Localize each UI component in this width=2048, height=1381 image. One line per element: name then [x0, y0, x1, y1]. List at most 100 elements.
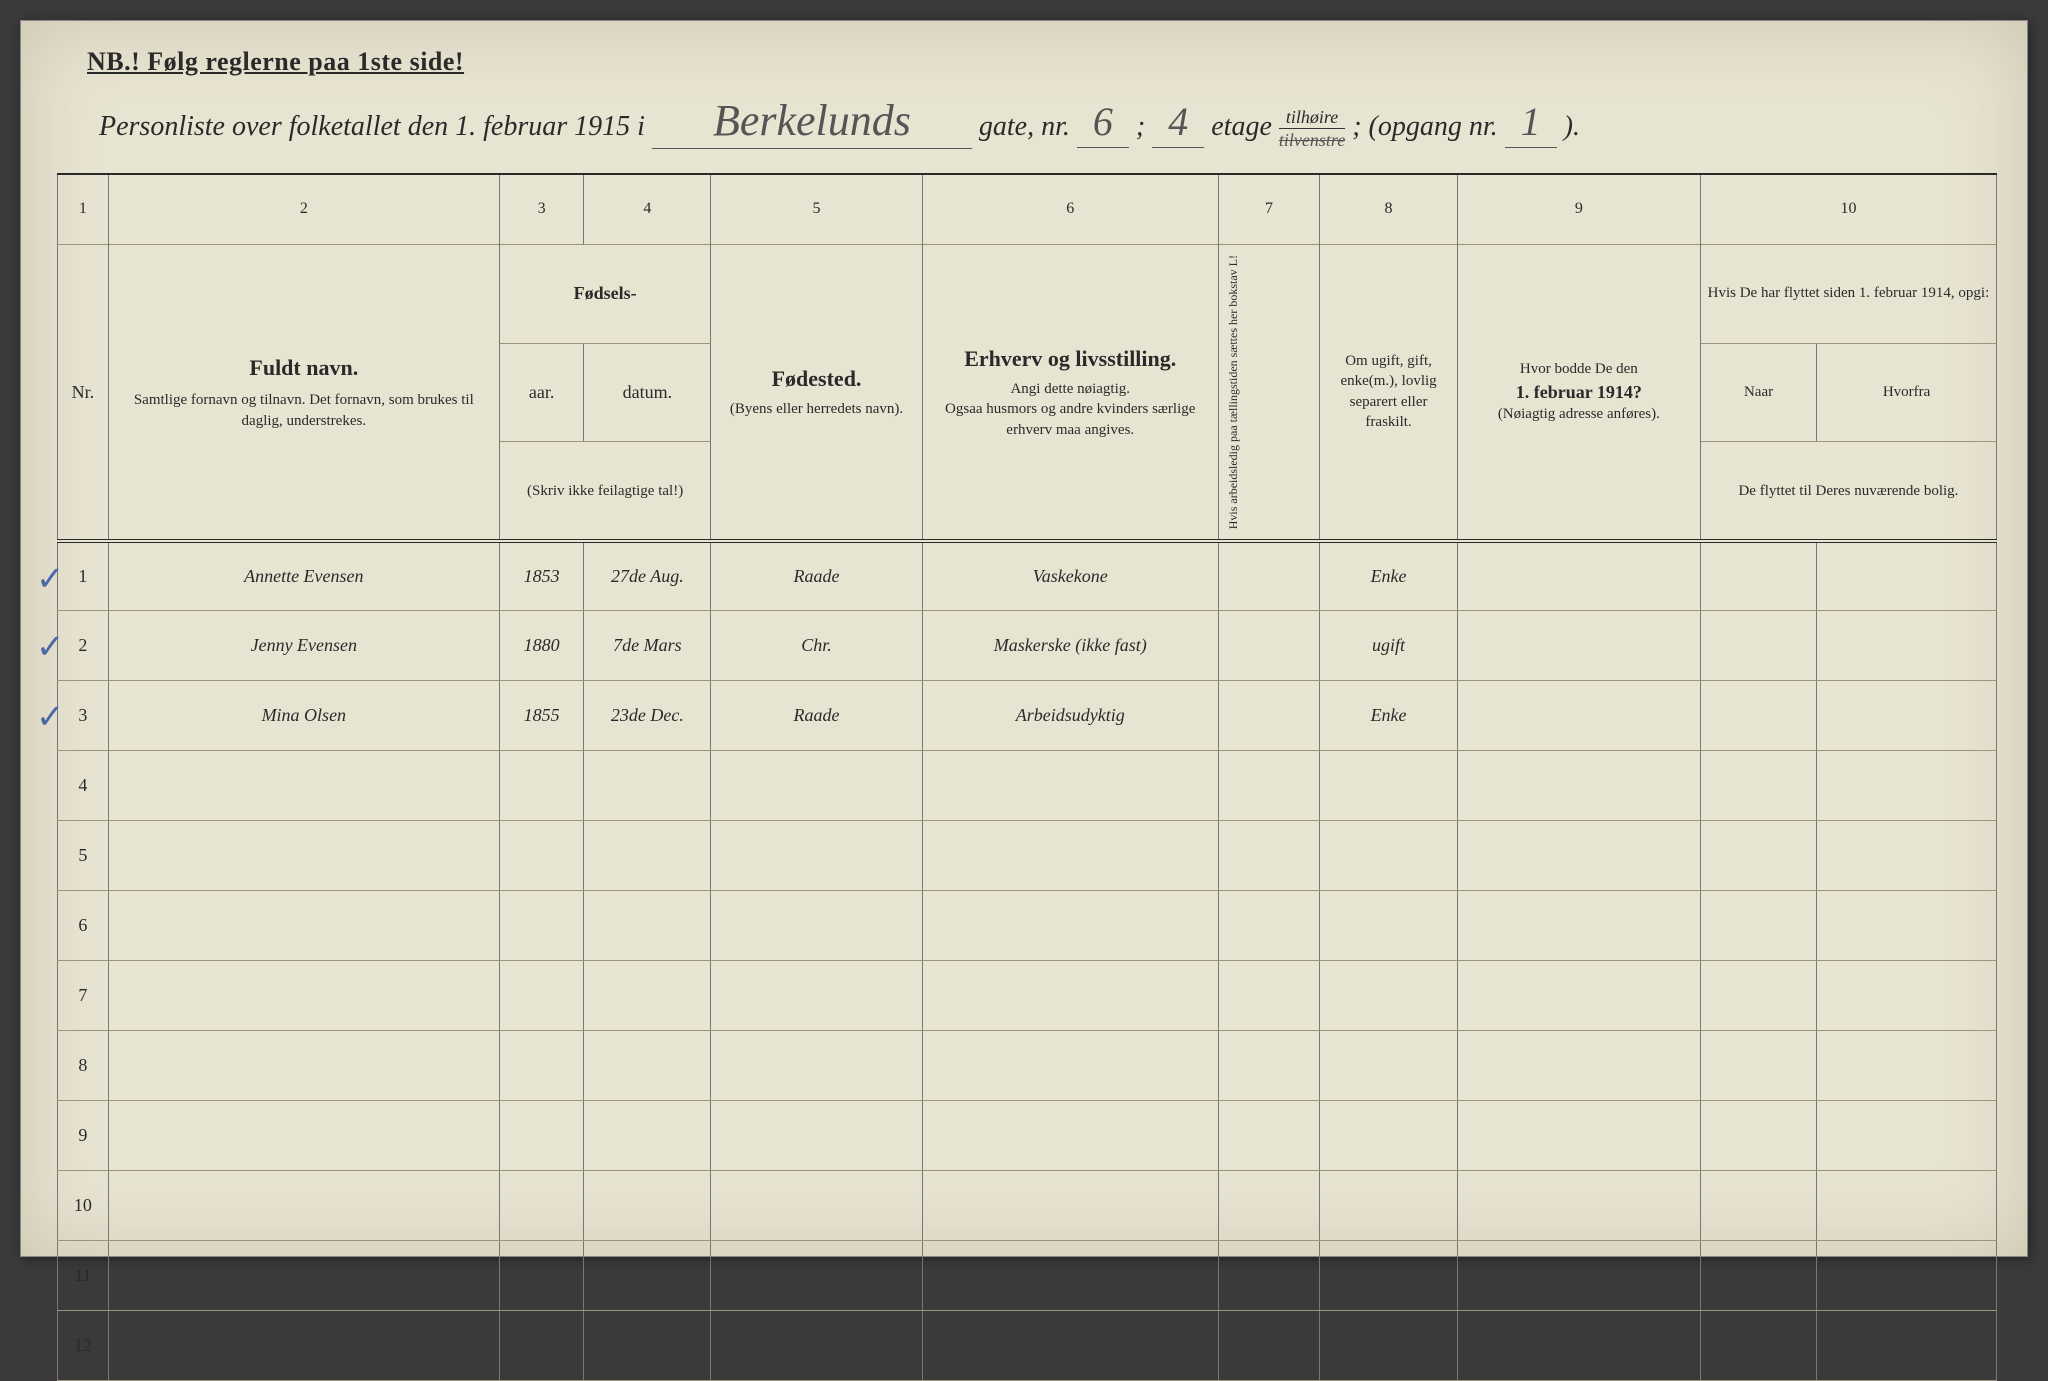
cell-date	[584, 1101, 711, 1171]
table-row: 12	[58, 1311, 1997, 1381]
row-number: 5	[58, 821, 109, 891]
cell-moved-from	[1817, 961, 1997, 1031]
colnum-7: 7	[1218, 174, 1320, 244]
cell-l	[1218, 611, 1320, 681]
cell-moved-from	[1817, 611, 1997, 681]
cell-l	[1218, 821, 1320, 891]
table-body: ✓1Annette Evensen185327de Aug.RaadeVaske…	[58, 541, 1997, 1381]
row-number: 6	[58, 891, 109, 961]
cell-prev-address	[1457, 821, 1700, 891]
cell-birthplace	[711, 961, 922, 1031]
cell-marital	[1320, 1101, 1457, 1171]
hdr-prev-sub: (Nøiagtig adresse anføres).	[1464, 404, 1694, 424]
hdr-birth-title: Fødsels-	[499, 244, 710, 343]
cell-moved-when	[1700, 541, 1816, 611]
cell-prev-address	[1457, 681, 1700, 751]
cell-date	[584, 751, 711, 821]
cell-occupation	[922, 821, 1218, 891]
hdr-col7: Hvis arbeidsledig paa tællingstiden sætt…	[1218, 244, 1320, 541]
cell-date	[584, 891, 711, 961]
cell-moved-when	[1700, 821, 1816, 891]
row-number: 10	[58, 1171, 109, 1241]
cell-moved-when	[1700, 1311, 1816, 1381]
cell-marital: Enke	[1320, 541, 1457, 611]
cell-date: 7de Mars	[584, 611, 711, 681]
colnum-8: 8	[1320, 174, 1457, 244]
hdr-nr: Nr.	[58, 244, 109, 541]
row-number: 4	[58, 751, 109, 821]
row-number: 9	[58, 1101, 109, 1171]
cell-birthplace	[711, 1311, 922, 1381]
cell-l	[1218, 541, 1320, 611]
cell-l	[1218, 681, 1320, 751]
cell-year	[499, 1031, 584, 1101]
hdr-occ-title: Erhverv og livsstilling.	[964, 346, 1176, 371]
cell-name: Jenny Evensen	[108, 611, 499, 681]
side-bottom: tilvenstre	[1279, 129, 1345, 149]
cell-moved-when	[1700, 681, 1816, 751]
hdr-birth-date: datum.	[584, 343, 711, 442]
checkmark-icon: ✓	[36, 697, 65, 737]
cell-birthplace	[711, 1031, 922, 1101]
column-number-row: 1 2 3 4 5 6 7 8 9 10	[58, 174, 1997, 244]
cell-prev-address	[1457, 1031, 1700, 1101]
cell-moved-from	[1817, 1101, 1997, 1171]
cell-occupation	[922, 1241, 1218, 1311]
cell-occupation: Arbeidsudyktig	[922, 681, 1218, 751]
colnum-2: 2	[108, 174, 499, 244]
cell-birthplace	[711, 751, 922, 821]
table-row: 6	[58, 891, 1997, 961]
hdr-birthplace-sub: (Byens eller herredets navn).	[717, 399, 915, 419]
cell-moved-from	[1817, 541, 1997, 611]
cell-date: 23de Dec.	[584, 681, 711, 751]
hdr-birth-year: aar.	[499, 343, 584, 442]
cell-moved-when	[1700, 1031, 1816, 1101]
row-number: 11	[58, 1241, 109, 1311]
cell-occupation	[922, 1311, 1218, 1381]
cell-marital	[1320, 751, 1457, 821]
cell-marital	[1320, 1241, 1457, 1311]
cell-date	[584, 1311, 711, 1381]
row-number: ✓1	[58, 541, 109, 611]
hdr-col7-text: Hvis arbeidsledig paa tællingstiden sætt…	[1225, 249, 1242, 535]
side-top: tilhøire	[1279, 108, 1345, 129]
cell-occupation	[922, 1171, 1218, 1241]
cell-birthplace	[711, 891, 922, 961]
cell-year	[499, 1171, 584, 1241]
table-row: 10	[58, 1171, 1997, 1241]
hdr-moved-from: Hvorfra	[1817, 343, 1997, 442]
cell-l	[1218, 1171, 1320, 1241]
cell-prev-address	[1457, 541, 1700, 611]
hdr-name-title: Fuldt navn.	[115, 353, 493, 383]
cell-moved-from	[1817, 891, 1997, 961]
cell-date	[584, 1241, 711, 1311]
cell-year	[499, 1241, 584, 1311]
side-choice: tilhøire tilvenstre	[1279, 108, 1345, 149]
hw-opgang: 1	[1505, 98, 1557, 148]
hdr-prev-date: 1. februar 1914?	[1516, 382, 1642, 402]
hdr-moved-when: Naar	[1700, 343, 1816, 442]
cell-birthplace: Raade	[711, 681, 922, 751]
cell-prev-address	[1457, 1101, 1700, 1171]
row-number: ✓3	[58, 681, 109, 751]
cell-prev-address	[1457, 1171, 1700, 1241]
cell-date	[584, 821, 711, 891]
cell-moved-when	[1700, 751, 1816, 821]
colnum-3: 3	[499, 174, 584, 244]
cell-l	[1218, 1031, 1320, 1101]
hdr-moved-note: De flyttet til Deres nuværende bolig.	[1700, 442, 1996, 541]
row-number: 7	[58, 961, 109, 1031]
cell-date	[584, 1171, 711, 1241]
cell-l	[1218, 1311, 1320, 1381]
cell-birthplace: Chr.	[711, 611, 922, 681]
checkmark-icon: ✓	[36, 559, 65, 599]
cell-prev-address	[1457, 611, 1700, 681]
cell-birthplace	[711, 1101, 922, 1171]
cell-occupation	[922, 751, 1218, 821]
cell-name	[108, 1241, 499, 1311]
table-row: 8	[58, 1031, 1997, 1101]
cell-occupation	[922, 891, 1218, 961]
header-line: Personliste over folketallet den 1. febr…	[99, 95, 1999, 149]
cell-moved-from	[1817, 1311, 1997, 1381]
cell-l	[1218, 961, 1320, 1031]
